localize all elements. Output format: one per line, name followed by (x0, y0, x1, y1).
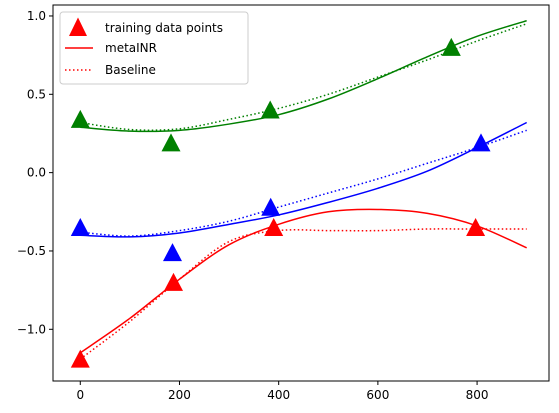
legend-box (59, 11, 249, 85)
legend: training data points metaINR Baseline (59, 11, 249, 85)
training-point-blue (163, 243, 182, 262)
y-axis-ticks: −1.0 −0.5 0.0 0.5 1.0 (17, 9, 53, 336)
training-point-blue (261, 197, 281, 216)
x-axis-ticks: 0 200 400 600 800 (76, 381, 489, 402)
training-point-green (441, 37, 461, 56)
x-tick-label: 400 (267, 388, 290, 402)
legend-marker-training-points (69, 17, 87, 36)
x-tick-label: 600 (366, 388, 389, 402)
training-point-blue (70, 218, 90, 236)
training-point-blue (471, 133, 491, 152)
legend-label-training-points: training data points (105, 21, 223, 35)
baseline-line-red (79, 228, 527, 360)
x-tick-label: 200 (168, 388, 191, 402)
points-layer (70, 37, 491, 368)
legend-label-baseline: Baseline (105, 63, 156, 77)
y-tick-label: −1.0 (17, 322, 46, 336)
training-point-red (264, 218, 284, 236)
y-tick-label: 1.0 (27, 9, 46, 23)
training-point-red (70, 349, 90, 368)
y-tick-label: 0.0 (27, 166, 46, 180)
training-point-green (161, 133, 181, 152)
training-point-red (164, 272, 183, 291)
metainr-line-red (79, 208, 527, 354)
y-tick-label: −0.5 (17, 244, 46, 258)
metainr-line-blue (80, 121, 528, 238)
training-point-green (70, 109, 90, 128)
training-point-green (260, 100, 280, 119)
training-point-red (466, 218, 486, 236)
x-tick-label: 800 (466, 388, 489, 402)
x-tick-label: 0 (76, 388, 84, 402)
plot-frame (52, 4, 550, 382)
legend-label-metainr: metaINR (105, 41, 157, 55)
y-tick-label: 0.5 (27, 87, 46, 101)
